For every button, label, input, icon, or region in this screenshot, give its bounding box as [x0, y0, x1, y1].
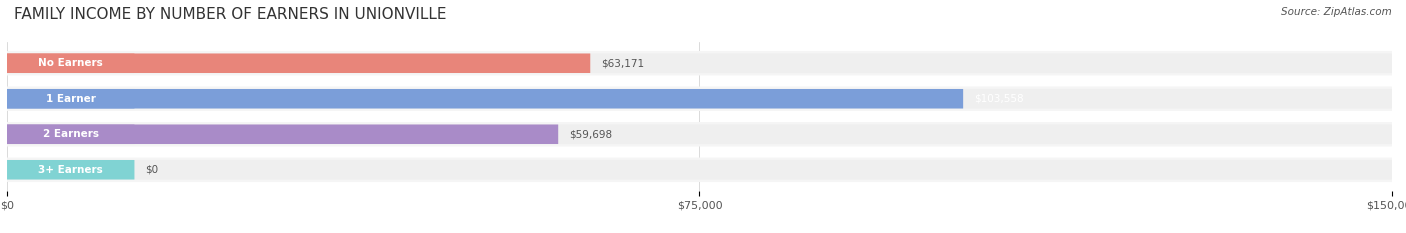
FancyBboxPatch shape — [7, 122, 1392, 147]
FancyBboxPatch shape — [7, 124, 1392, 144]
Text: 1 Earner: 1 Earner — [46, 94, 96, 104]
FancyBboxPatch shape — [7, 86, 1392, 111]
Text: No Earners: No Earners — [38, 58, 103, 68]
FancyBboxPatch shape — [7, 89, 1392, 109]
FancyBboxPatch shape — [7, 89, 135, 109]
FancyBboxPatch shape — [7, 160, 1392, 179]
Text: $0: $0 — [146, 165, 159, 175]
FancyBboxPatch shape — [7, 51, 1392, 75]
Text: 3+ Earners: 3+ Earners — [38, 165, 103, 175]
Text: FAMILY INCOME BY NUMBER OF EARNERS IN UNIONVILLE: FAMILY INCOME BY NUMBER OF EARNERS IN UN… — [14, 7, 447, 22]
FancyBboxPatch shape — [7, 54, 591, 73]
Text: $103,558: $103,558 — [974, 94, 1024, 104]
FancyBboxPatch shape — [7, 89, 963, 109]
FancyBboxPatch shape — [7, 124, 135, 144]
Text: Source: ZipAtlas.com: Source: ZipAtlas.com — [1281, 7, 1392, 17]
Text: $59,698: $59,698 — [569, 129, 613, 139]
FancyBboxPatch shape — [7, 160, 135, 179]
Text: $63,171: $63,171 — [602, 58, 644, 68]
FancyBboxPatch shape — [7, 54, 1392, 73]
FancyBboxPatch shape — [7, 124, 558, 144]
FancyBboxPatch shape — [7, 54, 135, 73]
Text: 2 Earners: 2 Earners — [42, 129, 98, 139]
FancyBboxPatch shape — [7, 158, 1392, 182]
